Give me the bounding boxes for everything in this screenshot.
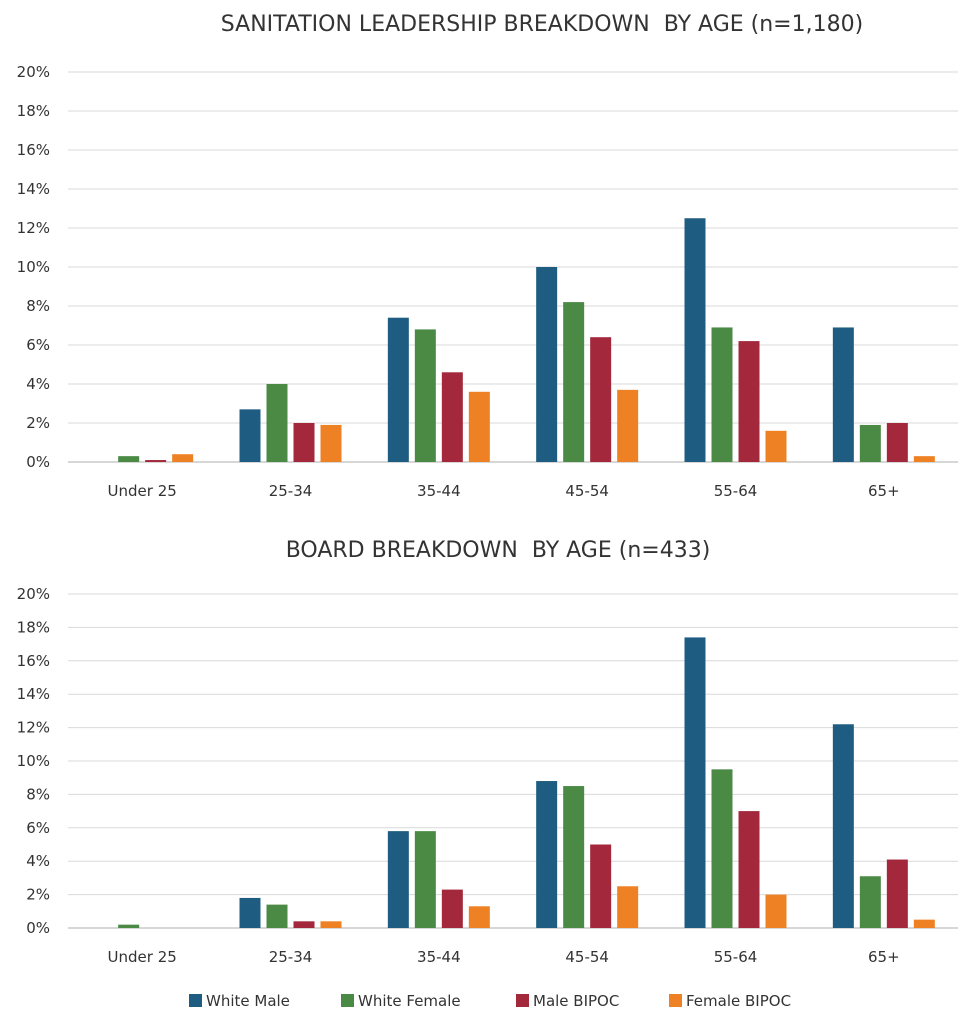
y-tick-label: 2% — [26, 886, 50, 904]
bar-female-bipoc — [320, 921, 342, 928]
bar-white-female — [859, 876, 881, 928]
bar-white-male — [239, 409, 261, 462]
y-tick-label: 18% — [17, 618, 50, 636]
bar-male-bipoc — [441, 372, 463, 462]
legend-item-female-bipoc: Female BIPOC — [669, 992, 791, 1010]
y-tick-label: 16% — [17, 652, 50, 670]
bar-white-female — [563, 302, 585, 462]
legend-label: White Female — [358, 992, 461, 1010]
x-tick-label: 55-64 — [714, 948, 758, 966]
x-tick-label: 65+ — [868, 948, 900, 966]
bar-female-bipoc — [468, 906, 490, 928]
bar-white-male — [387, 831, 409, 928]
y-tick-label: 4% — [26, 375, 50, 393]
bar-white-male — [684, 218, 706, 462]
legend-swatch-white-male — [189, 994, 202, 1007]
bar-white-female — [859, 424, 881, 462]
bar-white-female — [414, 329, 436, 462]
bar-male-bipoc — [590, 844, 612, 928]
legend-swatch-female-bipoc — [669, 994, 682, 1007]
bar-female-bipoc — [468, 391, 490, 462]
y-tick-label: 20% — [17, 585, 50, 603]
bar-white-female — [266, 384, 288, 462]
bar-female-bipoc — [617, 389, 639, 462]
bar-female-bipoc — [913, 919, 935, 928]
y-tick-label: 6% — [26, 336, 50, 354]
bar-white-female — [414, 831, 436, 928]
plot-area: 0% 2% 4% 6% 8% 10% 12% 14% 16% 18% 20% Under 25 25-3… — [17, 63, 958, 500]
bar-male-bipoc — [738, 341, 760, 462]
x-tick-label: 45-54 — [565, 948, 609, 966]
x-tick-label: 25-34 — [269, 948, 313, 966]
y-tick-label: 2% — [26, 414, 50, 432]
y-tick-label: 14% — [17, 685, 50, 703]
x-tick-label: 35-44 — [417, 948, 461, 966]
legend-item-white-female: White Female — [341, 992, 461, 1010]
legend-label: Male BIPOC — [533, 992, 619, 1010]
bar-female-bipoc — [765, 894, 787, 928]
y-tick-label: 12% — [17, 219, 50, 237]
bar-white-female — [563, 786, 585, 928]
bar-female-bipoc — [617, 886, 639, 928]
y-tick-label: 8% — [26, 297, 50, 315]
bar-white-female — [711, 769, 733, 928]
bar-female-bipoc — [765, 430, 787, 462]
bar-white-male — [387, 317, 409, 462]
x-tick-label: 65+ — [868, 482, 900, 500]
bar-white-male — [536, 267, 558, 462]
legend-label: Female BIPOC — [686, 992, 791, 1010]
x-tick-label: 25-34 — [269, 482, 313, 500]
x-tick-label: 55-64 — [714, 482, 758, 500]
bar-male-bipoc — [886, 423, 908, 462]
bar-white-male — [832, 724, 854, 928]
y-tick-label: 10% — [17, 258, 50, 276]
x-tick-label: 35-44 — [417, 482, 461, 500]
y-tick-label: 16% — [17, 141, 50, 159]
bar-white-male — [536, 781, 558, 928]
plot-area: 0% 2% 4% 6% 8% 10% 12% 14% 16% 18% 20% Under 25 25-3… — [17, 585, 958, 966]
bar-male-bipoc — [293, 423, 315, 462]
bar-male-bipoc — [886, 859, 908, 928]
y-tick-label: 14% — [17, 180, 50, 198]
sanitation-leadership-chart: SANITATION LEADERSHIP BREAKDOWN BY AGE (… — [17, 12, 958, 500]
bar-white-male — [684, 637, 706, 928]
bar-white-female — [118, 456, 140, 462]
y-tick-label: 20% — [17, 63, 50, 81]
bar-female-bipoc — [320, 424, 342, 462]
bar-white-female — [118, 924, 140, 928]
bar-white-male — [239, 897, 261, 928]
legend-swatch-male-bipoc — [516, 994, 529, 1007]
chart-title: BOARD BREAKDOWN BY AGE (n=433) — [286, 538, 711, 563]
bar-male-bipoc — [293, 921, 315, 928]
legend: White Male White Female Male BIPOC Femal… — [189, 992, 791, 1010]
bar-female-bipoc — [172, 454, 194, 462]
y-tick-label: 18% — [17, 102, 50, 120]
bar-male-bipoc — [145, 460, 167, 462]
chart-title: SANITATION LEADERSHIP BREAKDOWN BY AGE (… — [221, 12, 863, 37]
y-tick-label: 0% — [26, 919, 50, 937]
legend-item-male-bipoc: Male BIPOC — [516, 992, 619, 1010]
x-tick-label: Under 25 — [108, 948, 177, 966]
y-tick-label: 4% — [26, 852, 50, 870]
bar-white-female — [711, 327, 733, 462]
board-chart: BOARD BREAKDOWN BY AGE (n=433) 0% 2% 4% 6% 8… — [17, 538, 958, 966]
legend-label: White Male — [206, 992, 290, 1010]
bar-female-bipoc — [913, 456, 935, 462]
bar-male-bipoc — [441, 889, 463, 928]
y-tick-label: 8% — [26, 785, 50, 803]
y-tick-label: 6% — [26, 819, 50, 837]
x-tick-label: 45-54 — [565, 482, 609, 500]
x-tick-label: Under 25 — [108, 482, 177, 500]
bar-male-bipoc — [590, 337, 612, 462]
bar-white-male — [832, 327, 854, 462]
bar-male-bipoc — [738, 811, 760, 928]
y-tick-label: 12% — [17, 719, 50, 737]
legend-item-white-male: White Male — [189, 992, 290, 1010]
bar-white-female — [266, 904, 288, 928]
y-tick-label: 0% — [26, 453, 50, 471]
legend-swatch-white-female — [341, 994, 354, 1007]
y-tick-label: 10% — [17, 752, 50, 770]
